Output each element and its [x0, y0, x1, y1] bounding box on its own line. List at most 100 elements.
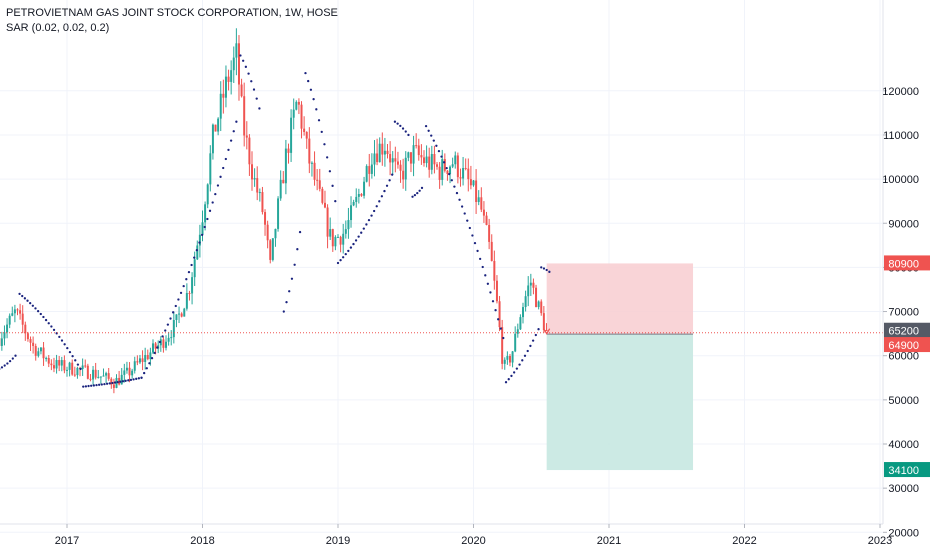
sar-dot: [95, 384, 97, 386]
price-tick-label: 30000: [888, 483, 919, 495]
sar-dot: [402, 127, 404, 129]
candle-up: [92, 370, 94, 380]
sar-dot: [196, 249, 198, 251]
candle-up: [452, 164, 454, 166]
candle-down: [457, 155, 459, 177]
sar-dot: [546, 269, 548, 271]
sar-dot: [326, 156, 328, 158]
sar-dot: [471, 234, 473, 236]
position-tool[interactable]: [547, 263, 693, 470]
sar-dot: [357, 235, 359, 237]
sar-dot: [222, 167, 224, 169]
candle-up: [384, 151, 386, 155]
candle-down: [282, 180, 284, 183]
candle-up: [6, 325, 8, 333]
candle-down: [222, 94, 224, 98]
candle-down: [418, 145, 420, 155]
candle-up: [285, 149, 287, 184]
sar-dot: [492, 300, 494, 302]
candle-up: [220, 94, 222, 119]
take-profit-zone: [547, 334, 693, 470]
price-tick-label: 120000: [882, 86, 919, 98]
candle-up: [538, 302, 540, 308]
sar-dot: [391, 174, 393, 176]
candle-up: [379, 144, 381, 162]
sar-dot: [376, 205, 378, 207]
candle-down: [410, 152, 412, 163]
candle-down: [428, 157, 430, 170]
candle-down: [423, 157, 425, 163]
indicator-label[interactable]: SAR (0.02, 0.02, 0.2): [6, 21, 338, 36]
candle-down: [397, 162, 399, 165]
candle-up: [170, 337, 172, 338]
candle-down: [368, 166, 370, 174]
sar-dot: [217, 184, 219, 186]
candle-up: [530, 283, 532, 286]
candle-up: [204, 204, 206, 222]
candle-down: [58, 360, 60, 366]
sar-dot: [140, 377, 142, 379]
sar-dot: [456, 192, 458, 194]
sar-dot: [505, 381, 507, 383]
candle-up: [121, 375, 123, 385]
sar-dot: [177, 298, 179, 300]
sar-dot: [502, 337, 504, 339]
sar-dot: [4, 364, 6, 366]
candle-down: [496, 281, 498, 302]
sar-dot: [312, 98, 314, 100]
candle-down: [540, 302, 542, 314]
candle-down: [181, 314, 183, 317]
candle-down: [261, 192, 263, 212]
candle-up: [100, 376, 102, 377]
sar-dot: [469, 227, 471, 229]
sar-dot: [543, 267, 545, 269]
price-tick-label: 20000: [888, 527, 919, 539]
candle-down: [444, 159, 446, 171]
candle-up: [217, 119, 219, 132]
sar-dot: [293, 264, 295, 266]
sar-dot: [396, 122, 398, 124]
sar-dot: [193, 256, 195, 258]
sar-dot: [443, 161, 445, 163]
sar-dot: [58, 336, 60, 338]
candle-down: [499, 301, 501, 327]
sar-dot: [146, 367, 148, 369]
sar-dot: [360, 232, 362, 234]
candle-down: [486, 216, 488, 225]
sar-dot: [127, 379, 129, 381]
candle-up: [139, 358, 141, 362]
candle-up: [504, 360, 506, 364]
sar-dot: [458, 199, 460, 201]
sar-dot: [368, 219, 370, 221]
symbol-title[interactable]: PETROVIETNAM GAS JOINT STOCK CORPORATION…: [6, 6, 338, 21]
candle-down: [301, 105, 303, 129]
sar-dot: [204, 226, 206, 228]
sar-dot: [318, 119, 320, 121]
sar-dot: [1, 366, 3, 368]
sar-dot: [172, 311, 174, 313]
candle-up: [413, 145, 415, 163]
candle-down: [400, 165, 402, 171]
candle-down: [475, 180, 477, 202]
time-tick-label: 2018: [190, 535, 214, 547]
sar-dot: [24, 297, 26, 299]
candle-down: [332, 229, 334, 246]
sar-dot: [245, 66, 247, 68]
candle-up: [134, 361, 136, 370]
candle-down: [53, 365, 55, 368]
sar-dot: [109, 382, 111, 384]
sar-dot: [235, 121, 237, 123]
sar-dot: [106, 383, 108, 385]
candle-up: [512, 351, 514, 362]
sar-dot: [540, 266, 542, 268]
candle-up: [358, 194, 360, 197]
candle-up: [233, 58, 235, 71]
candle-down: [314, 163, 316, 180]
candle-up: [209, 153, 211, 184]
sar-dot: [124, 380, 126, 382]
price-tag-label: 80900: [888, 258, 919, 270]
candle-down: [402, 171, 404, 180]
price-tag-label: 64900: [888, 340, 919, 352]
